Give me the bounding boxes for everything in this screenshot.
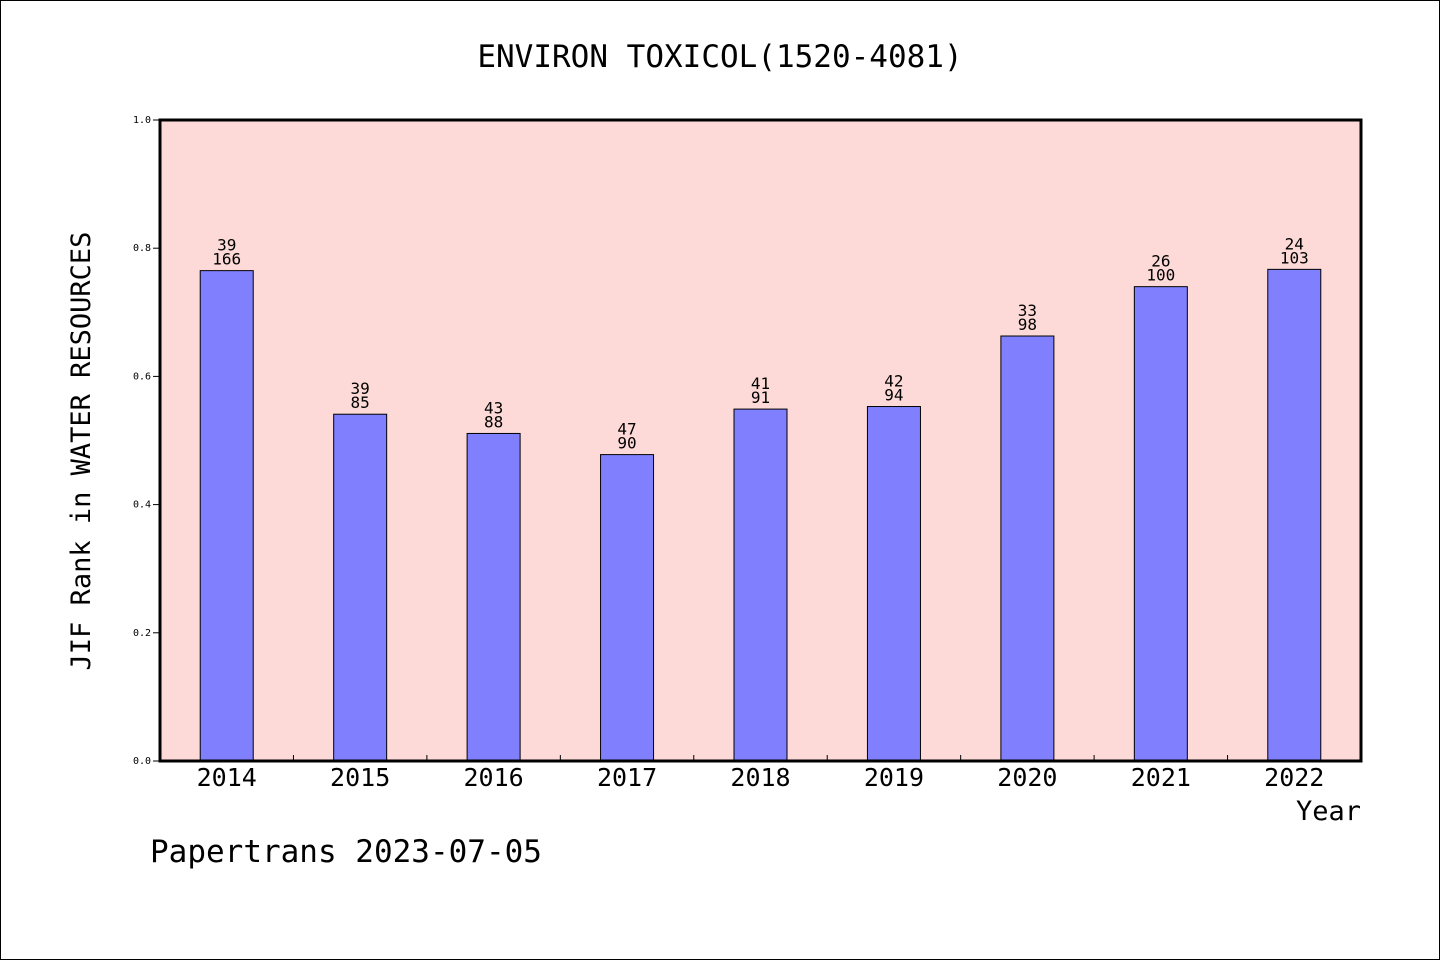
y-tick-label: 1.0 bbox=[133, 115, 151, 126]
footer-stamp: Papertrans 2023-07-05 bbox=[150, 834, 542, 870]
x-tick-label: 2015 bbox=[330, 763, 390, 792]
y-tick-label: 0.0 bbox=[133, 756, 151, 767]
bar-rank-label: 26 bbox=[1151, 252, 1170, 271]
bar-2015 bbox=[333, 413, 388, 762]
bar-total-label: 166 bbox=[212, 250, 241, 269]
bar-rank-label: 39 bbox=[351, 379, 370, 398]
bar-2018 bbox=[733, 408, 788, 762]
bar-2016 bbox=[466, 432, 521, 762]
bar-rank-label: 33 bbox=[1018, 301, 1037, 320]
bar-total-label: 103 bbox=[1280, 248, 1309, 267]
bar-total-label: 94 bbox=[884, 386, 903, 405]
bar-2019 bbox=[866, 406, 921, 762]
x-tick-label: 2018 bbox=[730, 763, 790, 792]
y-tick-label: 0.2 bbox=[133, 628, 151, 639]
x-tick-label: 2019 bbox=[864, 763, 924, 792]
bar-2017 bbox=[600, 454, 655, 762]
bar-rank-label: 43 bbox=[484, 398, 503, 417]
bar-2022 bbox=[1267, 268, 1322, 762]
x-axis-label: Year bbox=[1296, 796, 1361, 827]
y-tick-label: 0.4 bbox=[133, 500, 151, 511]
x-tick-label: 2020 bbox=[997, 763, 1057, 792]
ticks-layer: 2014 2015 2016 2017 2018 2019 2020 2021 2022 0.0 0… bbox=[133, 115, 1324, 792]
bar-rank-label: 42 bbox=[884, 372, 903, 391]
x-tick-label: 2022 bbox=[1264, 763, 1324, 792]
bar-rank-label: 39 bbox=[217, 236, 236, 255]
bar-2014 bbox=[199, 270, 254, 762]
y-axis-label: JIF Rank in WATER RESOURCES bbox=[66, 232, 97, 671]
x-tick-label: 2014 bbox=[197, 763, 257, 792]
bar-total-label: 85 bbox=[351, 393, 370, 412]
bar-rank-label: 47 bbox=[617, 420, 636, 439]
x-tick-label: 2021 bbox=[1131, 763, 1191, 792]
y-tick-label: 0.6 bbox=[133, 371, 151, 382]
bar-rank-label: 41 bbox=[751, 374, 770, 393]
bar-rank-label: 24 bbox=[1285, 234, 1304, 253]
y-tick-label: 0.8 bbox=[133, 243, 151, 254]
bar-total-label: 98 bbox=[1018, 315, 1037, 334]
x-tick-label: 2017 bbox=[597, 763, 657, 792]
bar-2021 bbox=[1133, 286, 1188, 762]
bar-total-label: 100 bbox=[1146, 266, 1175, 285]
bar-2020 bbox=[1000, 335, 1055, 762]
bar-total-label: 88 bbox=[484, 412, 503, 431]
bar-total-label: 91 bbox=[751, 388, 770, 407]
chart-title: ENVIRON TOXICOL(1520-4081) bbox=[477, 39, 962, 75]
plot-border bbox=[158, 118, 1363, 763]
x-tick-label: 2016 bbox=[464, 763, 524, 792]
bar-total-label: 90 bbox=[617, 434, 636, 453]
